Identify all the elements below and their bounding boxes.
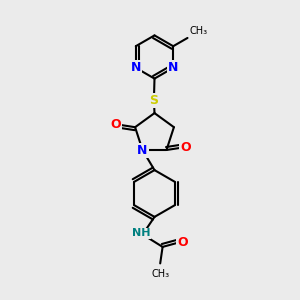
- Text: O: O: [180, 141, 191, 154]
- Text: N: N: [168, 61, 178, 74]
- Text: S: S: [149, 94, 158, 107]
- Text: O: O: [177, 236, 188, 249]
- Text: CH₃: CH₃: [190, 26, 208, 35]
- Text: N: N: [130, 61, 141, 74]
- Text: O: O: [111, 118, 121, 131]
- Text: CH₃: CH₃: [151, 269, 169, 279]
- Text: NH: NH: [132, 228, 150, 239]
- Text: N: N: [137, 143, 148, 157]
